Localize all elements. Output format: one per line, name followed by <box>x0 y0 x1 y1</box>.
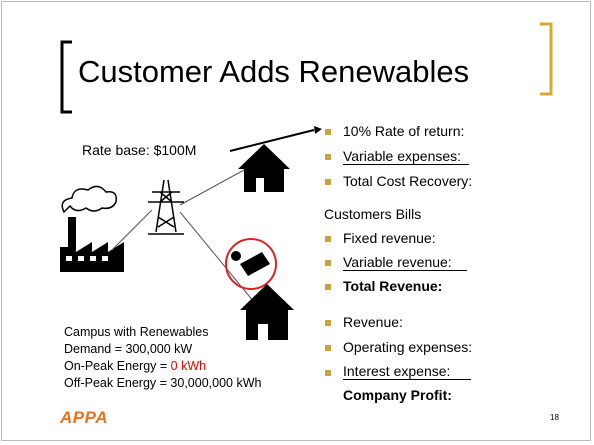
bullet <box>325 236 331 242</box>
house-bottom-icon <box>240 284 294 340</box>
bullet <box>325 320 331 326</box>
on-peak-value: 0 kWh <box>170 359 207 373</box>
rate-base: Rate base: $100M <box>82 142 197 158</box>
left-bracket <box>60 40 72 114</box>
bullet <box>325 284 331 290</box>
profit-item: Operating expenses: <box>343 339 473 355</box>
logo: APPA <box>60 408 108 427</box>
bullet <box>325 129 331 135</box>
bills-heading: Customers Bills <box>324 206 422 222</box>
bullet <box>325 179 331 185</box>
arrow-head <box>314 126 322 134</box>
tower-icon <box>148 179 184 235</box>
house-top-icon <box>238 144 290 192</box>
campus-title: Campus with Renewables <box>64 325 209 339</box>
solar-icon <box>225 238 277 290</box>
campus-off-peak: Off-Peak Energy = 30,000,000 kWh <box>64 376 262 390</box>
profit-total: Company Profit: <box>343 387 452 403</box>
bullet <box>325 260 331 266</box>
bullet <box>325 345 331 351</box>
campus-on-peak: On-Peak Energy = 0 kWh <box>64 359 206 373</box>
on-peak-label: On-Peak Energy = <box>64 359 168 373</box>
bullet <box>325 370 331 376</box>
factory-icon <box>60 185 124 272</box>
bullet <box>325 154 331 160</box>
campus-demand: Demand = 300,000 kW <box>64 342 193 356</box>
bills-item: Variable revenue: <box>343 254 467 271</box>
bills-item: Total Revenue: <box>343 278 443 294</box>
cost-item: Variable expenses: <box>343 148 469 165</box>
profit-item: Interest expense: <box>343 363 471 380</box>
cost-item: Total Cost Recovery: <box>343 173 473 189</box>
cost-item: 10% Rate of return: <box>343 123 465 139</box>
bills-item: Fixed revenue: <box>343 230 436 246</box>
slide-title: Customer Adds Renewables <box>78 54 470 89</box>
right-bracket <box>540 22 553 96</box>
page-number: 18 <box>550 413 559 422</box>
profit-item: Revenue: <box>343 314 403 330</box>
arrow-line <box>229 129 315 152</box>
